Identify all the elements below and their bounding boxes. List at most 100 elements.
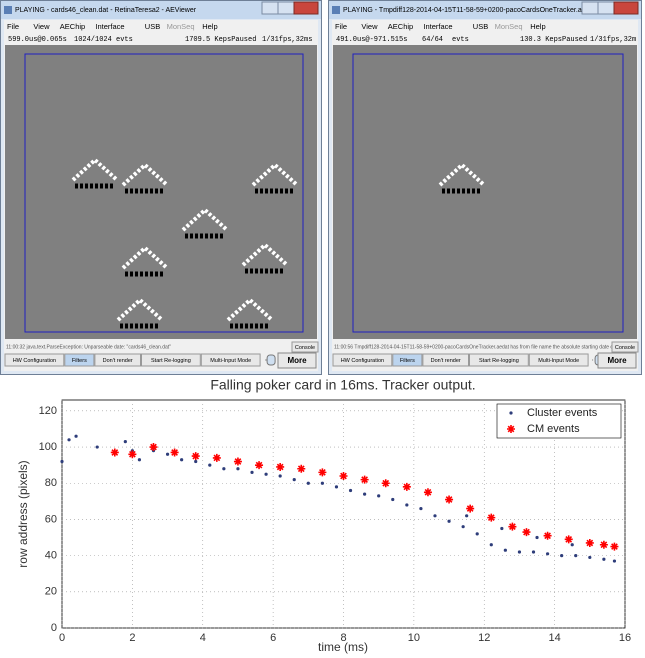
menu-item[interactable]: Interface: [95, 22, 124, 31]
dot-marker: [250, 471, 253, 474]
dot-marker: [208, 464, 211, 467]
dot-marker: [518, 550, 521, 553]
dot-marker: [180, 458, 183, 461]
console-label[interactable]: Console: [295, 345, 315, 351]
dot-marker: [574, 554, 577, 557]
close-button[interactable]: [614, 2, 638, 14]
menu-item[interactable]: MonSeq: [495, 22, 523, 31]
legend-marker: [509, 411, 512, 414]
x-tick-label: 14: [549, 632, 561, 644]
dot-marker: [138, 458, 141, 461]
status-text: 1/31fps,32m: [590, 36, 636, 44]
legend-label: CM events: [527, 423, 580, 435]
dot-marker: [96, 445, 99, 448]
toolbar-button-label[interactable]: Multi-Input Mode: [210, 358, 251, 364]
y-tick-label: 0: [51, 622, 57, 634]
event-display: [333, 45, 637, 339]
app-window: PLAYING - Tmpdiff128-2014-04-15T11-58-59…: [329, 1, 642, 375]
toolbar-button-label[interactable]: Don't render: [103, 358, 133, 364]
maximize-button[interactable]: [278, 2, 294, 14]
x-tick-label: 10: [408, 632, 420, 644]
star-marker: [586, 539, 594, 547]
toolbar-button-label[interactable]: HW Configuration: [13, 358, 56, 364]
menu-item[interactable]: Interface: [423, 22, 452, 31]
toolbar-button-label[interactable]: Start Re-logging: [151, 358, 191, 364]
star-marker: [213, 454, 221, 462]
log-text: 11:00:56 Tmpdiff128-2014-04-15T11-58-59+…: [334, 344, 615, 350]
dot-marker: [405, 503, 408, 506]
menu-item[interactable]: Help: [530, 22, 545, 31]
status-text: 1/31fps,32ms: [262, 36, 312, 44]
close-button[interactable]: [294, 2, 318, 14]
star-marker: [276, 463, 284, 471]
dot-marker: [321, 482, 324, 485]
dot-marker: [504, 549, 507, 552]
star-marker: [544, 532, 552, 540]
x-tick-label: 16: [619, 632, 631, 644]
menu-item[interactable]: View: [33, 22, 50, 31]
star-marker: [487, 514, 495, 522]
dot-marker: [194, 460, 197, 463]
x-tick-label: 8: [340, 632, 346, 644]
x-tick-label: 4: [200, 632, 206, 644]
console-label[interactable]: Console: [615, 345, 635, 351]
minimize-button[interactable]: [582, 2, 598, 14]
app-window: PLAYING - cards46_clean.dat - RetinaTere…: [1, 1, 322, 375]
log-text: 11:00:32 java.text.ParseException: Unpar…: [6, 344, 171, 350]
y-tick-label: 40: [45, 550, 57, 562]
status-text: 1024/1024 evts: [74, 36, 133, 44]
status-text: 64/64: [422, 36, 443, 44]
y-tick-label: 20: [45, 586, 57, 598]
menu-item[interactable]: File: [7, 22, 19, 31]
y-tick-label: 100: [39, 441, 57, 453]
dot-marker: [419, 507, 422, 510]
dot-marker: [74, 435, 77, 438]
dot-marker: [546, 552, 549, 555]
dot-marker: [535, 536, 538, 539]
star-marker: [361, 476, 369, 484]
dot-marker: [264, 473, 267, 476]
maximize-button[interactable]: [598, 2, 614, 14]
menu-item[interactable]: USB: [473, 22, 488, 31]
dot-marker: [67, 438, 70, 441]
dot-marker: [222, 467, 225, 470]
dot-marker: [571, 543, 574, 546]
slider-knob[interactable]: [267, 355, 275, 365]
star-marker: [424, 488, 432, 496]
star-marker: [149, 443, 157, 451]
dot-marker: [447, 520, 450, 523]
dot-marker: [349, 489, 352, 492]
star-marker: [445, 496, 453, 504]
dot-marker: [307, 482, 310, 485]
star-marker: [234, 458, 242, 466]
window-title: PLAYING - cards46_clean.dat - RetinaTere…: [15, 7, 197, 14]
dot-marker: [391, 498, 394, 501]
dot-marker: [433, 514, 436, 517]
menu-item[interactable]: View: [361, 22, 378, 31]
more-label[interactable]: More: [607, 356, 627, 365]
y-tick-label: 120: [39, 405, 57, 417]
toolbar-button-label[interactable]: Multi-Input Mode: [538, 358, 579, 364]
toolbar-button-label[interactable]: Don't render: [431, 358, 461, 364]
window-icon: [4, 6, 12, 14]
menu-item[interactable]: AEChip: [388, 22, 413, 31]
toolbar-button-label[interactable]: Filters: [400, 358, 415, 364]
menu-item[interactable]: File: [335, 22, 347, 31]
menu-item[interactable]: MonSeq: [167, 22, 195, 31]
star-marker: [297, 465, 305, 473]
toolbar-button-label[interactable]: HW Configuration: [341, 358, 384, 364]
dot-marker: [124, 440, 127, 443]
toolbar-button-label[interactable]: Filters: [72, 358, 87, 364]
menu-item[interactable]: Help: [202, 22, 217, 31]
menu-item[interactable]: AEChip: [60, 22, 85, 31]
page: Falling poker card in 16ms. Tracker outp…: [0, 0, 645, 658]
star-marker: [340, 472, 348, 480]
dot-marker: [465, 514, 468, 517]
dot-marker: [60, 460, 63, 463]
star-marker: [255, 461, 263, 469]
minimize-button[interactable]: [262, 2, 278, 14]
menu-item[interactable]: USB: [145, 22, 160, 31]
toolbar-button-label[interactable]: Start Re-logging: [479, 358, 519, 364]
more-label[interactable]: More: [287, 356, 307, 365]
y-tick-label: 80: [45, 477, 57, 489]
